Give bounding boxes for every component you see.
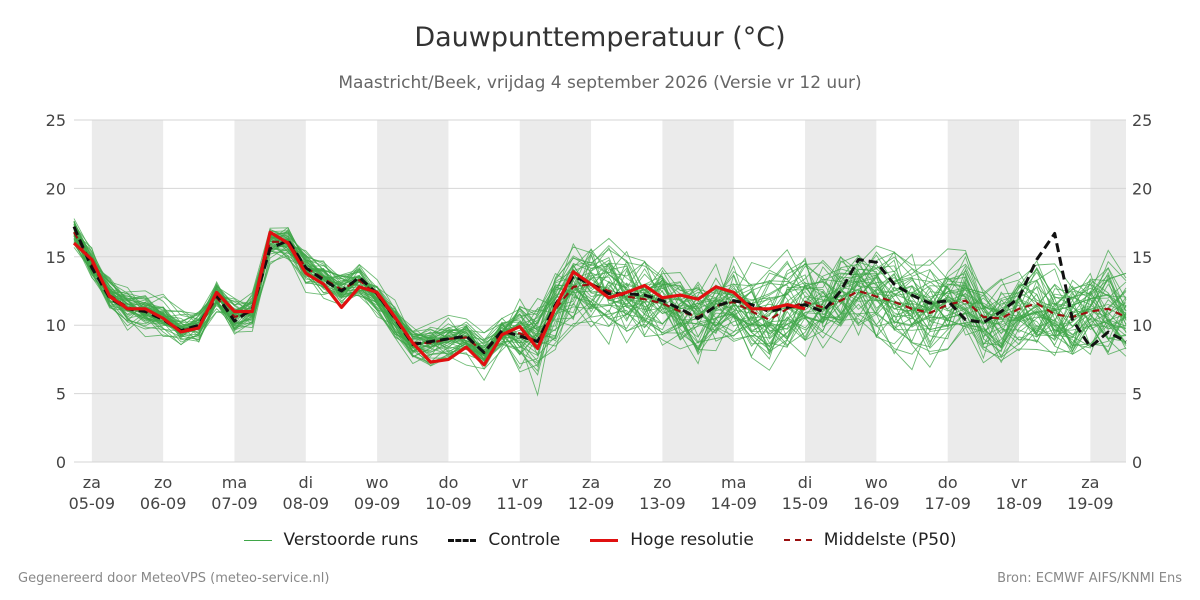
ensemble-member-line [73, 226, 1127, 365]
ensemble-member-line [73, 233, 1127, 368]
x-tick-date-label: 09-09 [354, 494, 401, 513]
x-tick-date-label: 14-09 [710, 494, 757, 513]
legend-label-control: Controle [488, 530, 561, 550]
x-tick-day-label: wo [366, 473, 389, 492]
x-tick-date-label: 15-09 [782, 494, 829, 513]
legend-label-high-res: Hoge resolutie [630, 530, 754, 550]
legend-label-median: Middelste (P50) [823, 530, 957, 550]
x-tick-day-label: wo [865, 473, 888, 492]
y-tick-label-right: 25 [1132, 111, 1152, 130]
y-tick-label-left: 25 [46, 111, 66, 130]
x-tick-day-label: za [582, 473, 600, 492]
high-resolution-line [72, 230, 806, 367]
x-tick-date-label: 06-09 [140, 494, 187, 513]
chart-subtitle: Maastricht/Beek, vrijdag 4 september 202… [338, 73, 862, 93]
x-tick-date-label: 12-09 [568, 494, 615, 513]
x-tick-day-label: di [798, 473, 813, 492]
y-tick-label-left: 10 [46, 316, 66, 335]
y-tick-label-right: 20 [1132, 179, 1152, 198]
ensemble-member-line [73, 231, 1127, 371]
x-tick-day-label: di [298, 473, 313, 492]
x-tick-day-label: ma [721, 473, 746, 492]
x-tick-date-label: 13-09 [639, 494, 686, 513]
footer-generated-by: Gegenereerd door MeteoVPS (meteo-service… [18, 571, 330, 586]
x-tick-day-label: zo [653, 473, 671, 492]
x-tick-date-label: 05-09 [69, 494, 116, 513]
ensemble-member-line [73, 245, 1127, 370]
ensemble-member-line [73, 228, 1127, 376]
x-tick-day-label: zo [154, 473, 172, 492]
x-tick-date-label: 17-09 [924, 494, 971, 513]
y-tick-label-right: 5 [1132, 385, 1142, 404]
x-tick-date-label: 10-09 [425, 494, 472, 513]
legend-item-median: Middelste (P50) [783, 530, 957, 550]
ensemble-member-line [73, 228, 1127, 382]
shaded-day-band [234, 120, 306, 462]
ensemble-member-line [73, 221, 1127, 361]
x-tick-date-label: 08-09 [283, 494, 330, 513]
x-tick-date-label: 19-09 [1067, 494, 1114, 513]
legend-swatch-median [783, 539, 812, 541]
chart-title: Dauwpunttemperatuur (°C) [414, 22, 786, 53]
legend-swatch-control [448, 538, 477, 542]
x-tick-day-label: vr [1011, 473, 1027, 492]
x-tick-day-label: do [438, 473, 458, 492]
x-tick-date-label: 18-09 [996, 494, 1043, 513]
shaded-day-band [377, 120, 449, 462]
y-tick-label-right: 0 [1132, 453, 1142, 472]
y-tick-label-left: 0 [56, 453, 66, 472]
control-line [72, 226, 1127, 355]
y-tick-label-right: 10 [1132, 316, 1152, 335]
legend-item-ensemble: Verstoorde runs [243, 530, 419, 550]
x-tick-date-label: 11-09 [497, 494, 544, 513]
ensemble-member-line [73, 223, 1127, 365]
legend-swatch-ensemble [243, 539, 272, 541]
ensemble-member-line [73, 225, 1127, 353]
legend-swatch-high-res [590, 538, 619, 542]
ensemble-member-line [73, 232, 1127, 370]
y-tick-label-left: 5 [56, 385, 66, 404]
x-tick-date-label: 07-09 [211, 494, 258, 513]
x-tick-day-label: ma [222, 473, 247, 492]
ensemble-member-line [73, 228, 1127, 353]
x-tick-day-label: do [938, 473, 958, 492]
x-tick-day-label: za [83, 473, 101, 492]
legend-label-ensemble: Verstoorde runs [283, 530, 419, 550]
ensemble-member-line [73, 218, 1127, 397]
legend-item-control: Controle [448, 530, 560, 550]
x-tick-date-label: 16-09 [853, 494, 900, 513]
y-tick-label-left: 15 [46, 248, 66, 267]
x-tick-day-label: vr [512, 473, 528, 492]
chart-legend: Verstoorde runs Controle Hoge resolutie … [0, 530, 1200, 550]
legend-item-high-res: Hoge resolutie [590, 530, 754, 550]
x-tick-day-label: za [1081, 473, 1099, 492]
y-tick-label-left: 20 [46, 179, 66, 198]
y-tick-label-right: 15 [1132, 248, 1152, 267]
footer-source: Bron: ECMWF AIFS/KNMI Ens [997, 571, 1182, 586]
ensemble-member-line [73, 235, 1127, 348]
